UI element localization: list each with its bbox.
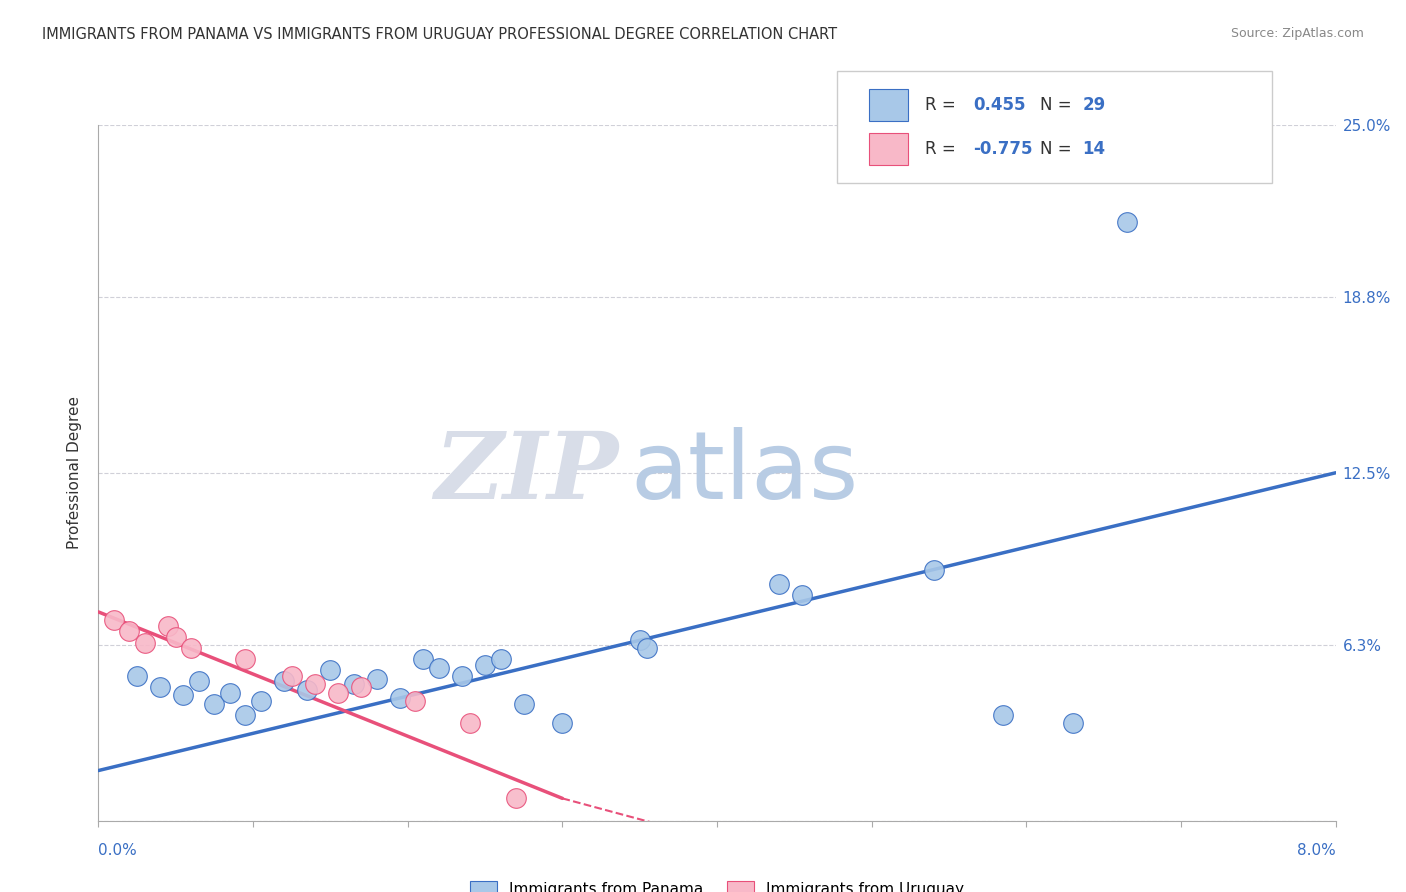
Point (304, 677, 326, 691)
Text: R =: R = (925, 96, 962, 114)
Point (273, 674, 295, 689)
Point (922, 563, 945, 577)
Text: 29: 29 (1083, 96, 1107, 114)
Text: 0.455: 0.455 (973, 96, 1025, 114)
Point (513, 697, 536, 711)
Text: N =: N = (1040, 96, 1077, 114)
Point (297, 682, 319, 697)
Point (1116, 215, 1139, 229)
Point (165, 630, 187, 644)
Point (551, 716, 574, 731)
Point (173, 689, 195, 703)
Point (219, 685, 242, 699)
Point (350, 680, 373, 694)
Text: ZIP: ZIP (434, 428, 619, 517)
Point (993, 707, 1015, 722)
Point (204, 697, 226, 711)
Point (281, 669, 304, 683)
Point (319, 664, 342, 678)
Text: 0.0%: 0.0% (98, 843, 138, 858)
Text: 8.0%: 8.0% (1296, 843, 1336, 858)
Point (1062, 716, 1084, 731)
Point (250, 694, 273, 708)
Point (628, 632, 651, 647)
Text: 14: 14 (1083, 140, 1105, 158)
Point (505, 791, 527, 805)
Point (474, 657, 496, 672)
Text: atlas: atlas (630, 426, 859, 519)
Point (127, 669, 149, 683)
Point (188, 674, 211, 689)
Point (790, 588, 813, 602)
Point (366, 672, 388, 686)
Point (637, 641, 659, 656)
Point (412, 652, 434, 666)
Y-axis label: Professional Degree: Professional Degree (67, 396, 83, 549)
Text: Source: ZipAtlas.com: Source: ZipAtlas.com (1230, 27, 1364, 40)
Point (157, 619, 180, 633)
Text: -0.775: -0.775 (973, 140, 1032, 158)
Legend: Immigrants from Panama, Immigrants from Uruguay: Immigrants from Panama, Immigrants from … (464, 875, 970, 892)
Point (768, 577, 790, 591)
Point (388, 691, 412, 706)
Point (103, 613, 125, 627)
Text: IMMIGRANTS FROM PANAMA VS IMMIGRANTS FROM URUGUAY PROFESSIONAL DEGREE CORRELATIO: IMMIGRANTS FROM PANAMA VS IMMIGRANTS FRO… (42, 27, 838, 42)
Text: N =: N = (1040, 140, 1077, 158)
Point (458, 716, 481, 731)
Point (180, 641, 202, 656)
Point (149, 680, 172, 694)
Point (489, 652, 512, 666)
Point (118, 624, 141, 639)
Point (451, 669, 474, 683)
Point (134, 635, 156, 649)
Point (427, 660, 450, 674)
Point (405, 694, 427, 708)
Point (343, 677, 366, 691)
Point (235, 707, 257, 722)
Text: R =: R = (925, 140, 962, 158)
Point (326, 685, 350, 699)
Point (235, 652, 257, 666)
